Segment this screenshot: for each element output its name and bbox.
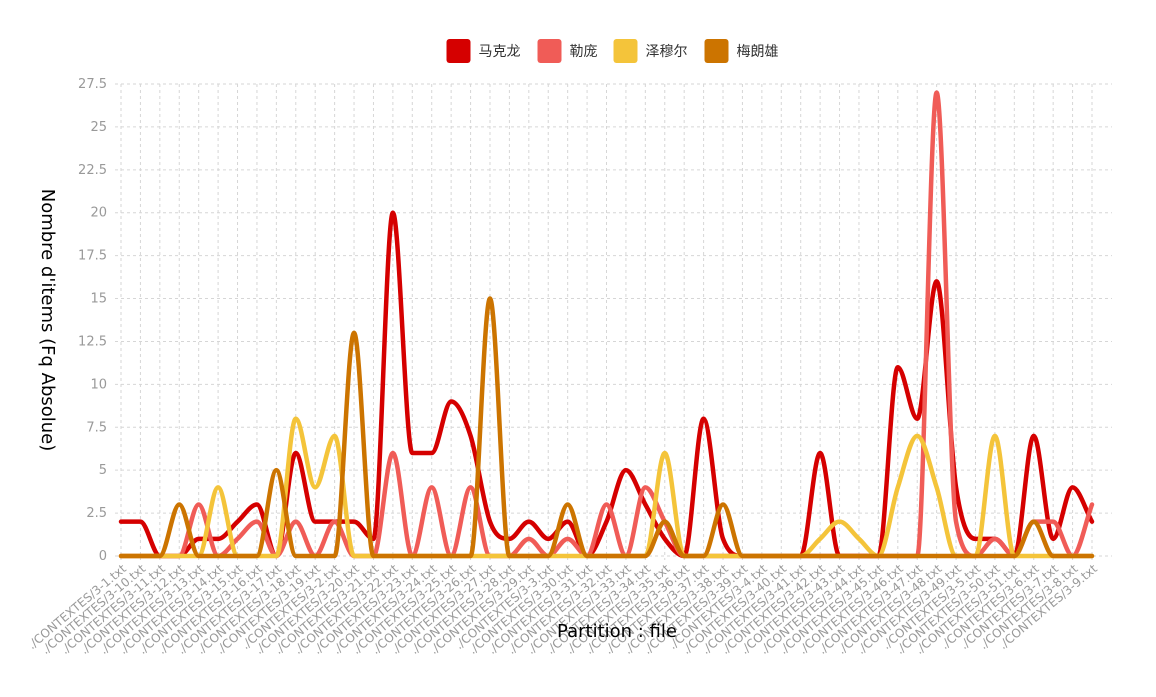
- y-tick-label: 27.5: [78, 77, 107, 92]
- legend-label: 梅朗雄: [737, 44, 779, 60]
- legend-swatch: [537, 39, 562, 63]
- y-tick-label: 25: [90, 120, 107, 135]
- legend-swatch: [613, 39, 638, 63]
- x-axis-title: Partition : file: [557, 621, 677, 642]
- series-line-1: [118, 210, 1095, 559]
- grid: [115, 83, 1112, 560]
- y-axis-title: Nombre d'items (Fq Absolue): [37, 189, 58, 452]
- y-tick-label: 17.5: [78, 249, 107, 264]
- series-line-2: [118, 90, 1095, 559]
- y-tick-label: 12.5: [78, 334, 107, 349]
- legend-swatch: [704, 39, 729, 63]
- y-tick-label: 15: [90, 292, 107, 307]
- y-axis-ticks: 0 2.5 5 7.5 10 12.5 15 17.5 20 22.5 25 27.5: [78, 77, 107, 564]
- y-tick-label: 22.5: [78, 163, 107, 178]
- legend-item-2[interactable]: 勒庞: [537, 39, 598, 63]
- y-tick-label: 10: [90, 377, 107, 392]
- x-axis-ticks: ./CONTEXTES/3-1.txt./CONTEXTES/3-10.txt.…: [25, 561, 1100, 657]
- legend-label: 泽穆尔: [646, 44, 688, 60]
- y-tick-label: 7.5: [86, 420, 107, 435]
- y-tick-label: 2.5: [86, 506, 107, 521]
- legend[interactable]: 马克龙 勒庞 泽穆尔 梅朗雄: [446, 39, 779, 63]
- y-tick-label: 5: [99, 463, 107, 478]
- legend-item-3[interactable]: 泽穆尔: [613, 39, 688, 63]
- legend-item-4[interactable]: 梅朗雄: [704, 39, 779, 63]
- series-line-4: [118, 296, 1095, 559]
- legend-label: 马克龙: [479, 44, 521, 60]
- y-tick-label: 20: [90, 206, 107, 221]
- legend-label: 勒庞: [570, 44, 598, 60]
- legend-item-1[interactable]: 马克龙: [446, 39, 521, 63]
- y-tick-label: 0: [99, 549, 107, 564]
- series-lines: [118, 90, 1095, 559]
- legend-swatch: [446, 39, 471, 63]
